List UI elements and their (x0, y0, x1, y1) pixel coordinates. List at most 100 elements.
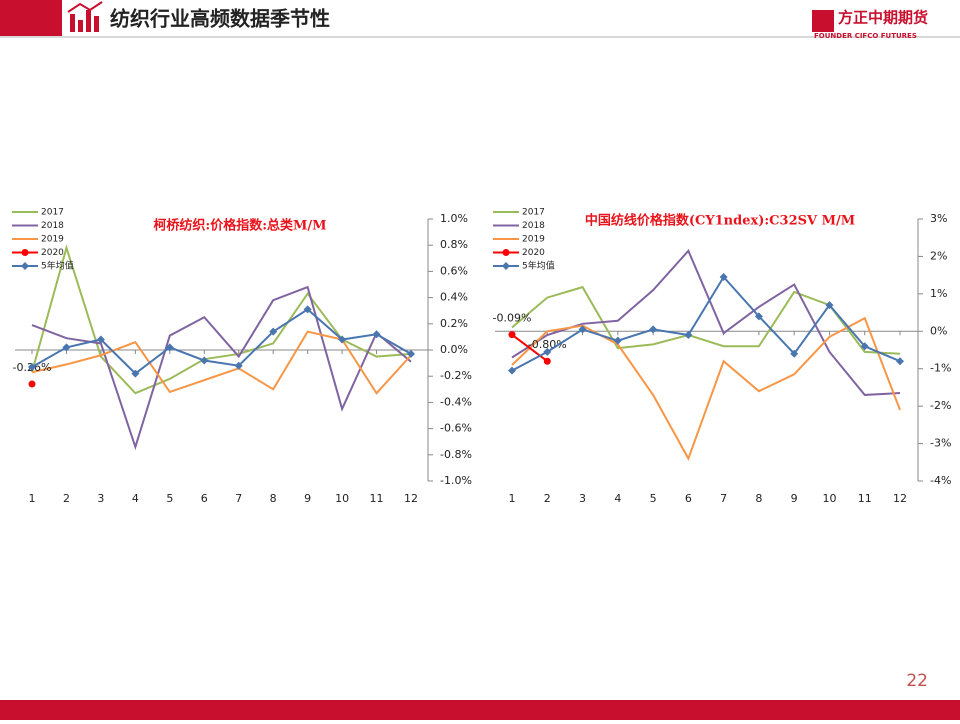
point-marker (131, 369, 140, 378)
y-tick-label: -1% (930, 362, 951, 375)
point-marker (543, 357, 551, 365)
legend-label: 2018 (41, 221, 64, 231)
point-marker (269, 327, 278, 336)
point-marker (28, 363, 36, 372)
point-marker (508, 331, 516, 339)
point-marker (407, 349, 415, 358)
point-marker (502, 249, 510, 256)
x-tick-label: 11 (858, 492, 872, 505)
point-marker (303, 305, 312, 314)
x-tick-label: 5 (166, 492, 173, 505)
x-tick-label: 10 (822, 492, 836, 505)
x-tick-label: 9 (304, 492, 311, 505)
logo-text: 方正中期期货 (838, 9, 928, 27)
point-marker (234, 361, 243, 370)
x-tick-label: 4 (132, 492, 139, 505)
header-title: 纺织行业高频数据季节性 (110, 7, 330, 31)
point-marker (684, 331, 693, 340)
point-marker (96, 335, 105, 344)
logo-subtext: FOUNDER CIFCO FUTURES (814, 32, 917, 40)
series-line (31, 308, 412, 375)
y-tick-label: -0.2% (440, 369, 472, 382)
x-tick-label: 12 (893, 492, 907, 505)
y-tick-label: -0.6% (440, 422, 472, 435)
point-marker (372, 330, 381, 339)
series-line (31, 244, 412, 395)
y-tick-label: 3% (930, 212, 947, 225)
legend-label: 2018 (522, 221, 545, 231)
x-tick-label: 7 (235, 492, 242, 505)
series-line (31, 330, 412, 395)
x-tick-label: 8 (270, 492, 277, 505)
data-label: -0.80% (528, 338, 567, 351)
legend-label: 2020 (522, 248, 545, 258)
legend-label: 2019 (41, 235, 64, 245)
point-marker (200, 356, 209, 365)
point-marker (790, 349, 799, 358)
x-tick-label: 1 (509, 492, 516, 505)
header-icon (67, 1, 103, 32)
x-tick-label: 10 (335, 492, 349, 505)
point-marker (62, 343, 71, 352)
x-tick-label: 1 (29, 492, 36, 505)
x-tick-label: 12 (404, 492, 418, 505)
point-marker (860, 342, 869, 351)
point-marker (338, 335, 347, 344)
point-marker (21, 249, 29, 256)
point-marker (543, 347, 552, 356)
point-marker (508, 366, 516, 375)
point-marker (165, 343, 174, 352)
footer-bar (0, 700, 960, 720)
series-line (31, 285, 412, 451)
y-tick-label: 1.0% (440, 212, 468, 225)
legend-label: 5年均值 (41, 260, 74, 272)
x-tick-label: 3 (97, 492, 104, 505)
point-marker (649, 325, 658, 334)
y-tick-label: -0.4% (440, 395, 472, 408)
chart-title: 中国纺线价格指数(CY1ndex):C32SV M/M (585, 213, 855, 229)
point-marker (754, 312, 763, 321)
legend-label: 5年均值 (522, 260, 555, 272)
header-block (0, 0, 62, 36)
y-tick-label: 0.2% (440, 317, 468, 330)
point-marker (613, 336, 622, 345)
y-tick-label: 1% (930, 287, 947, 300)
point-marker (825, 301, 834, 310)
x-tick-label: 8 (755, 492, 762, 505)
x-tick-label: 11 (370, 492, 384, 505)
y-tick-label: 0.8% (440, 238, 468, 251)
x-tick-label: 4 (614, 492, 621, 505)
point-marker (719, 273, 728, 282)
chart-title: 柯桥纺织:价格指数:总类M/M (153, 218, 326, 234)
series-line (511, 275, 901, 372)
x-tick-label: 7 (720, 492, 727, 505)
x-tick-label: 2 (63, 492, 70, 505)
point-marker (21, 262, 29, 270)
point-marker (578, 325, 587, 334)
series-line (511, 333, 548, 363)
y-tick-label: 0.6% (440, 264, 468, 277)
y-tick-label: -2% (930, 399, 951, 412)
x-tick-label: 9 (791, 492, 798, 505)
page-number: 22 (906, 671, 928, 691)
x-tick-label: 5 (650, 492, 657, 505)
x-tick-label: 6 (685, 492, 692, 505)
legend-label: 2019 (522, 235, 545, 245)
point-marker (896, 357, 904, 366)
legend-label: 2020 (41, 248, 64, 258)
data-label: -0.09% (493, 312, 532, 325)
x-tick-label: 6 (201, 492, 208, 505)
point-marker (502, 262, 510, 270)
x-tick-label: 2 (544, 492, 551, 505)
header-rule (0, 36, 960, 38)
y-tick-label: -4% (930, 474, 951, 487)
series-line (511, 316, 901, 461)
legend-label: 2017 (522, 208, 545, 218)
y-tick-label: 0% (930, 324, 947, 337)
legend-label: 2017 (41, 208, 64, 218)
y-tick-label: 0.0% (440, 343, 468, 356)
x-tick-label: 3 (579, 492, 586, 505)
y-tick-label: 2% (930, 249, 947, 262)
